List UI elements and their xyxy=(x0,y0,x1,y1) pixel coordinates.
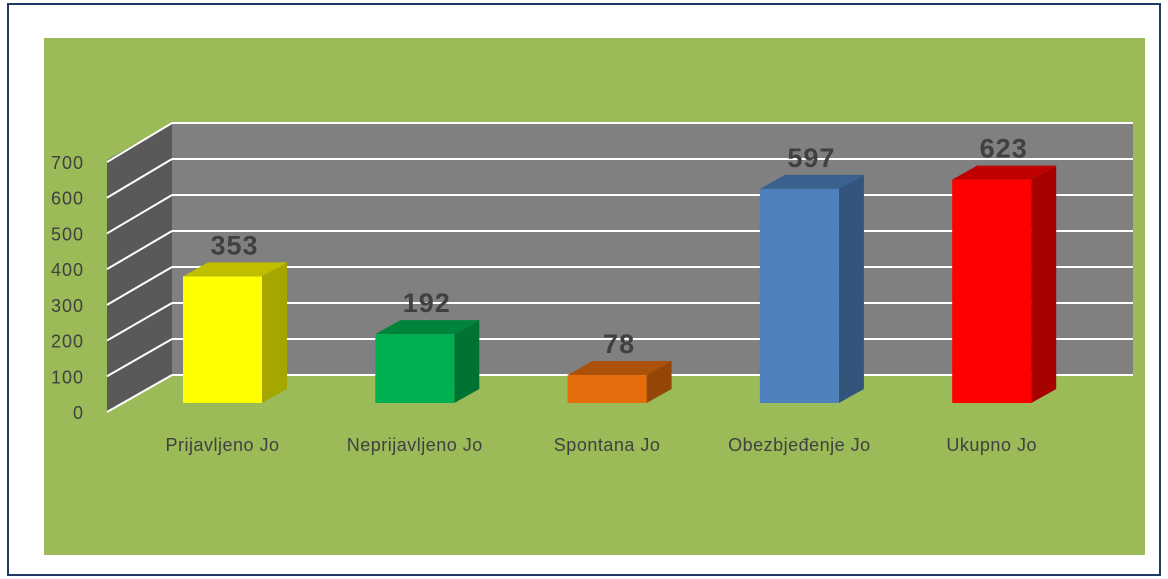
grid-line xyxy=(106,374,173,413)
grid-line xyxy=(106,194,173,235)
x-tick-label: Spontana Jo xyxy=(553,435,661,455)
bar xyxy=(952,179,1032,403)
grid-line xyxy=(106,122,173,163)
value-label: 192 xyxy=(403,288,451,318)
bar-top xyxy=(759,174,864,189)
bar-side xyxy=(454,320,480,403)
y-tick-label: 500 xyxy=(51,224,84,244)
grid-line xyxy=(106,266,173,306)
bar-top xyxy=(183,262,287,277)
bar-side xyxy=(1031,165,1057,403)
bar-side xyxy=(646,361,672,403)
y-tick-label: 200 xyxy=(51,332,84,352)
x-tick-label: Ukupno Jo xyxy=(946,435,1037,455)
x-tick-label: Obezbjeđenje Jo xyxy=(728,435,871,455)
value-label: 597 xyxy=(787,143,835,173)
bar xyxy=(183,276,262,403)
bar xyxy=(567,375,647,403)
y-tick-label: 300 xyxy=(51,296,84,316)
bar-side xyxy=(262,262,287,403)
value-label: 623 xyxy=(980,134,1028,164)
bar xyxy=(375,334,455,403)
bar-top xyxy=(952,165,1057,180)
y-tick-label: 0 xyxy=(73,403,84,423)
x-tick-label: Neprijavljeno Jo xyxy=(346,435,483,455)
y-tick-label: 100 xyxy=(51,367,84,387)
grid-line xyxy=(106,302,173,342)
x-tick-label: Prijavljeno Jo xyxy=(165,435,280,455)
bar-top xyxy=(567,361,672,376)
y-tick-label: 400 xyxy=(51,260,84,280)
bar-top xyxy=(375,320,480,335)
value-label: 78 xyxy=(603,329,635,359)
value-label: 353 xyxy=(210,230,258,260)
grid-line xyxy=(106,230,173,271)
back-wall xyxy=(172,123,1133,375)
y-tick-label: 700 xyxy=(51,153,84,173)
bar xyxy=(759,188,839,403)
y-tick-label: 600 xyxy=(51,189,84,209)
side-wall xyxy=(107,123,172,412)
grid-line xyxy=(106,158,173,199)
bar-side xyxy=(838,174,864,403)
grid-line xyxy=(106,338,173,378)
